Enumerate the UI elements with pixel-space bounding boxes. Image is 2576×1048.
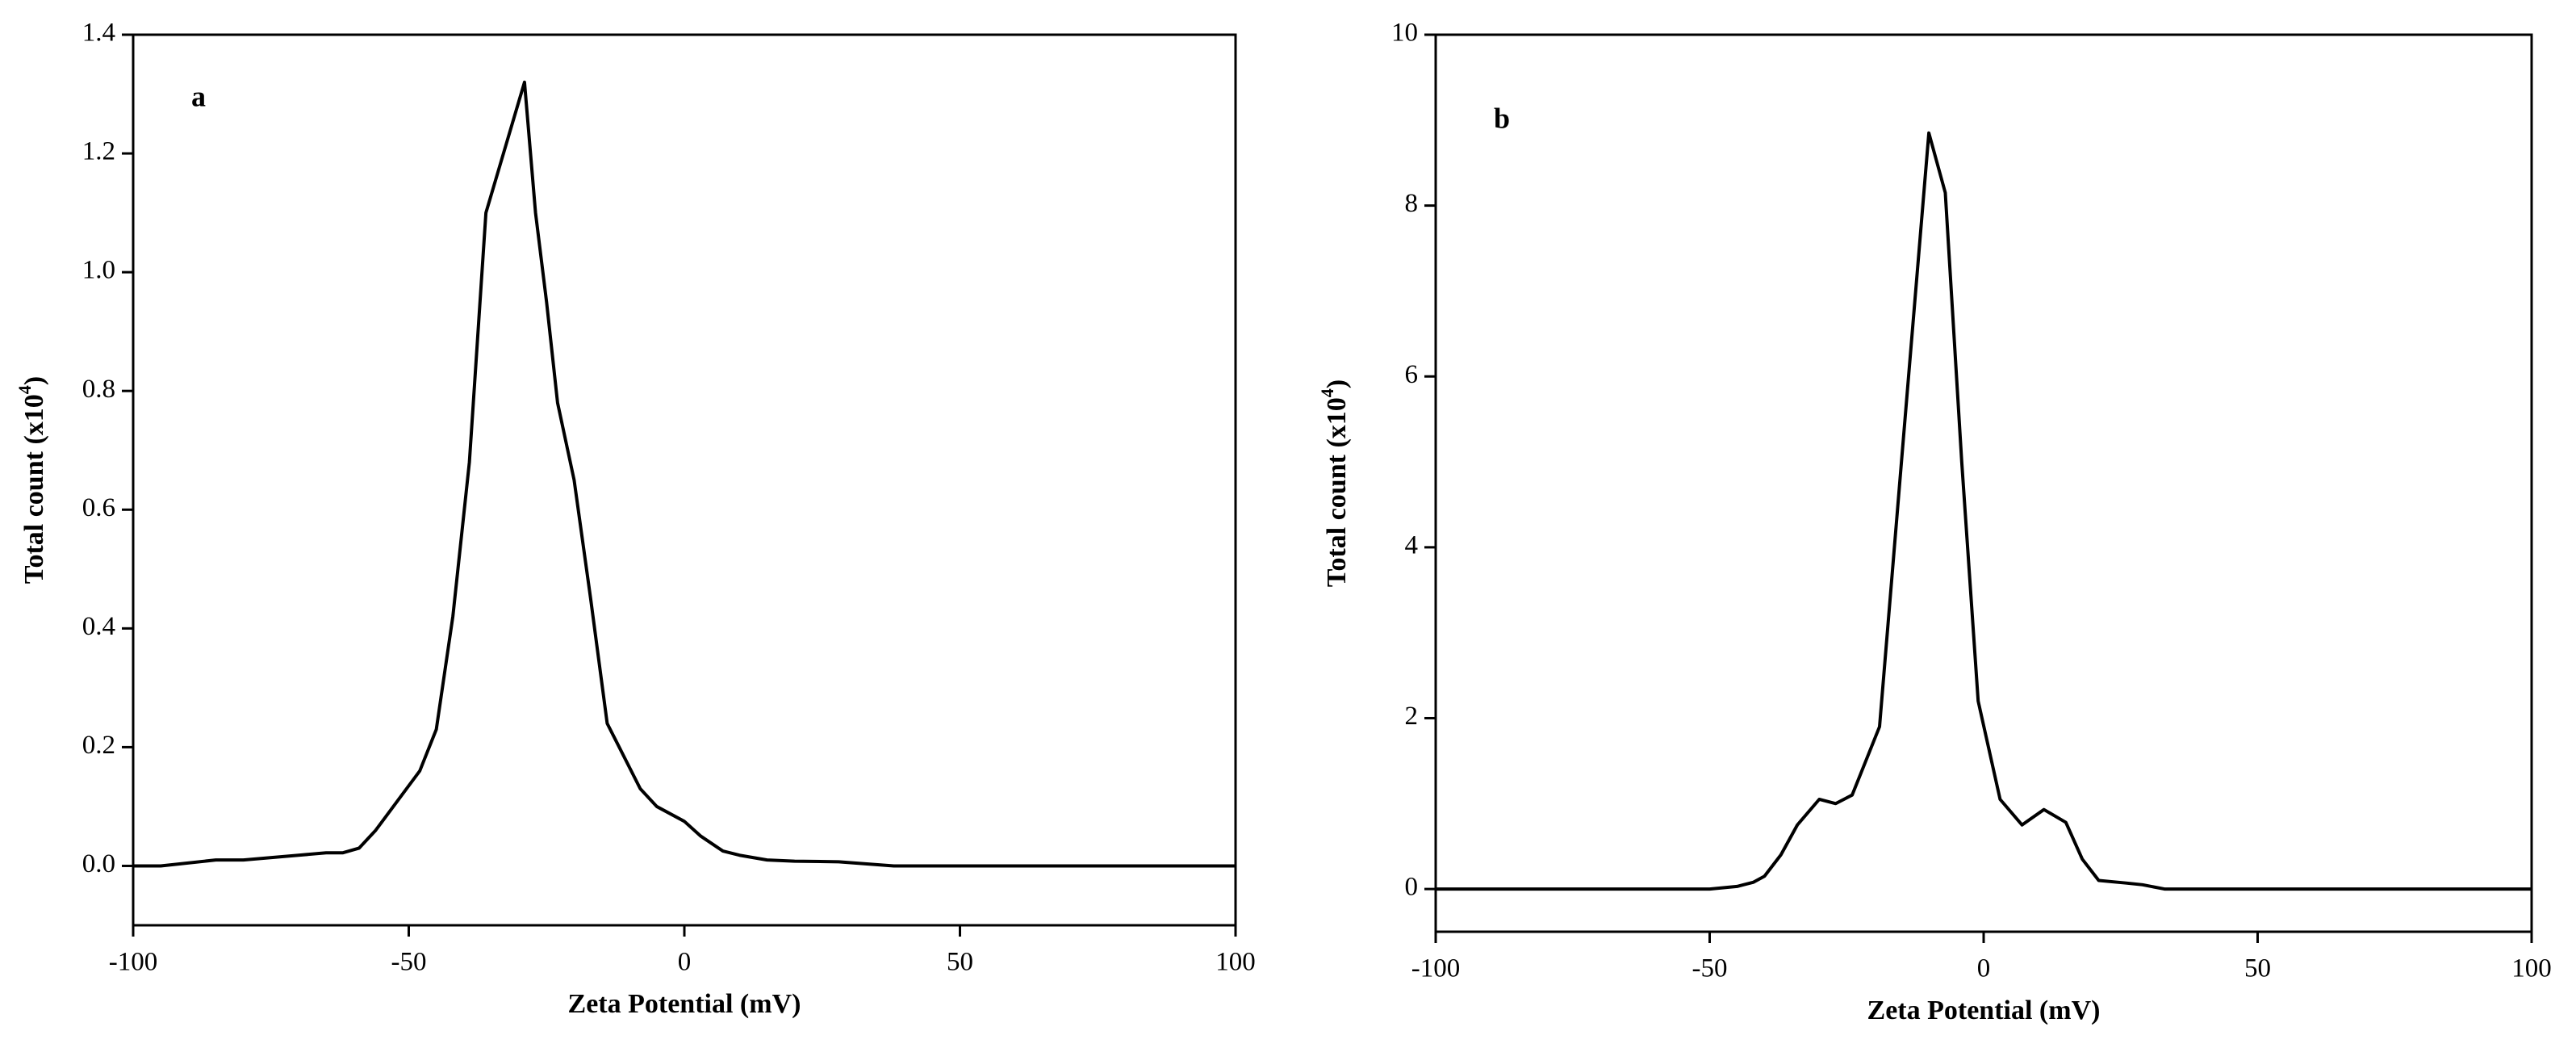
y-tick-label: 6 bbox=[1405, 360, 1419, 389]
x-tick-label: -50 bbox=[391, 948, 427, 977]
data-line bbox=[133, 80, 1236, 868]
panel-label: a bbox=[191, 80, 206, 112]
x-tick-label: 0 bbox=[1977, 954, 1991, 983]
x-axis-title: Zeta Potential (mV) bbox=[568, 989, 801, 1019]
y-tick-label: 0 bbox=[1405, 873, 1419, 902]
x-tick-label: 100 bbox=[1215, 948, 1256, 977]
x-tick-label: 0 bbox=[678, 948, 692, 977]
data-line bbox=[1436, 131, 2532, 891]
y-axis-title-text: Total count (x10 bbox=[19, 394, 49, 584]
y-tick-label: 0.2 bbox=[82, 731, 115, 760]
x-axis-title: Zeta Potential (mV) bbox=[1867, 996, 2101, 1025]
y-tick-label: 4 bbox=[1405, 530, 1419, 560]
x-tick-label: -100 bbox=[1411, 954, 1461, 983]
x-tick-label: 50 bbox=[2244, 954, 2271, 983]
x-tick-label: 50 bbox=[947, 948, 973, 977]
y-tick-label: 2 bbox=[1405, 702, 1419, 731]
y-tick-label: 1.2 bbox=[82, 137, 115, 166]
y-axis-title-sup: 4 bbox=[15, 385, 35, 394]
x-tick-label: 100 bbox=[2511, 954, 2552, 983]
plot-frame bbox=[1434, 33, 2533, 933]
y-tick-label: 10 bbox=[1391, 19, 1418, 48]
x-tick-label: -100 bbox=[109, 948, 158, 977]
y-tick-label: 0.4 bbox=[82, 612, 115, 641]
plot-frame bbox=[132, 33, 1237, 927]
y-axis-title: Total count (x104) bbox=[1317, 379, 1352, 587]
y-axis-title-end: ) bbox=[19, 376, 49, 385]
y-tick-label: 0.0 bbox=[82, 849, 115, 878]
y-tick-label: 0.6 bbox=[82, 493, 115, 522]
y-tick-label: 1.0 bbox=[82, 256, 115, 285]
y-axis-title-text: Total count (x10 bbox=[1322, 397, 1352, 587]
y-tick-label: 0.8 bbox=[82, 375, 115, 404]
y-tick-label: 1.4 bbox=[82, 19, 115, 48]
panel-label: b bbox=[1494, 102, 1510, 134]
x-tick-label: -50 bbox=[1692, 954, 1728, 983]
y-axis-title: Total count (x104) bbox=[15, 376, 49, 584]
y-axis-title-sup: 4 bbox=[1317, 388, 1337, 397]
y-tick-label: 8 bbox=[1405, 189, 1419, 218]
y-axis-title-end: ) bbox=[1322, 379, 1352, 388]
